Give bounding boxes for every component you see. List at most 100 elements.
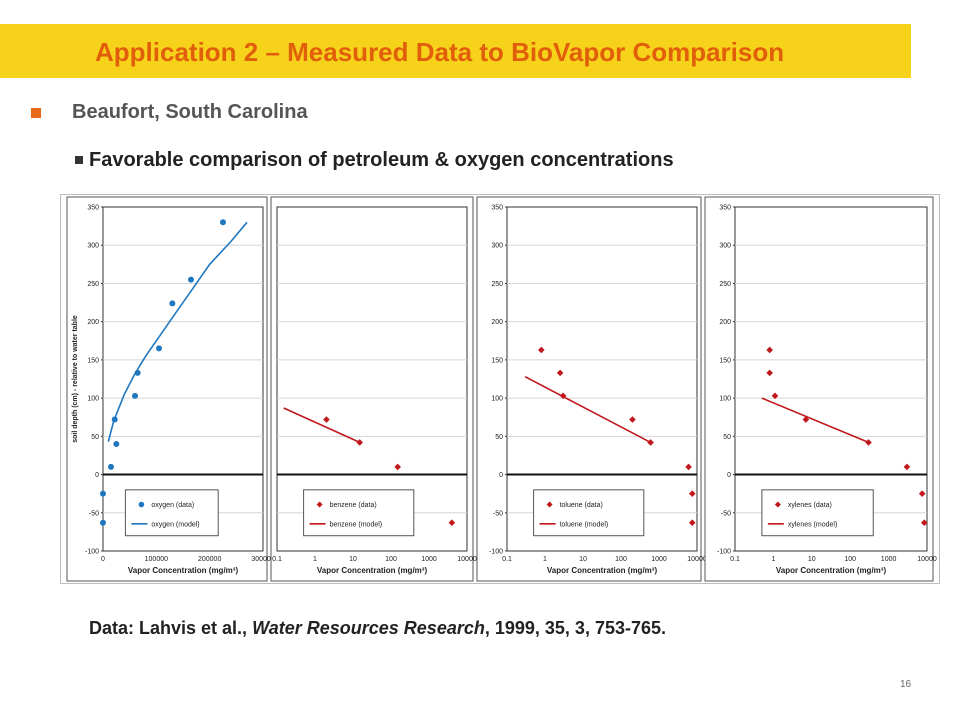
y-tick-label: 150 <box>719 357 731 364</box>
legend-data-label: xylenes (data) <box>788 502 832 509</box>
data-point <box>108 463 114 470</box>
bullet-comparison: Favorable comparison of petroleum & oxyg… <box>89 149 674 171</box>
y-tick-label: 200 <box>719 319 731 326</box>
model-line <box>283 407 361 444</box>
y-tick-label: -50 <box>89 510 99 517</box>
legend-model-label: xylenes (model) <box>788 521 837 528</box>
page-number: 16 <box>900 679 912 690</box>
bullet-marker <box>31 108 41 118</box>
y-tick-label: 300 <box>87 243 99 250</box>
legend-marker <box>546 501 553 508</box>
title-bar <box>0 24 911 78</box>
y-tick-label: 100 <box>719 396 731 403</box>
legend-model-label: oxygen (model) <box>151 521 199 528</box>
data-point <box>156 345 162 352</box>
model-line <box>107 221 248 442</box>
x-tick-label: 10 <box>349 556 357 563</box>
x-tick-label: 0.1 <box>272 556 282 563</box>
bullet-location: Beaufort, South Carolina <box>72 101 308 123</box>
data-point <box>169 300 176 307</box>
y-tick-label: 150 <box>491 357 503 364</box>
x-axis-label: Vapor Concentration (mg/m³) <box>317 566 428 575</box>
x-tick-label: 1 <box>771 556 775 563</box>
plot-area <box>102 206 264 552</box>
data-point <box>394 463 401 471</box>
legend-box <box>761 489 874 537</box>
charts-panel: -100 -50 0 50 100 150 200 250 300 350 0 100000 20000… <box>60 194 940 584</box>
x-tick-label: 10 <box>579 556 587 563</box>
data-point <box>188 276 194 283</box>
y-tick-label: 300 <box>719 243 731 250</box>
x-tick-label: 1000 <box>421 556 437 563</box>
y-tick-label: 0 <box>727 472 731 479</box>
x-tick-label: 0.1 <box>502 556 512 563</box>
chart-panel-2: 0.1 1 10 100 1000 10000 Vapor Concentration (m… <box>270 196 477 582</box>
x-axis-label: Vapor Concentration (mg/m³) <box>128 566 239 575</box>
x-axis-label: Vapor Concentration (mg/m³) <box>776 566 887 575</box>
y-tick-label: 200 <box>491 319 503 326</box>
legend-data-label: toluene (data) <box>560 502 603 509</box>
y-tick-label: 300 <box>491 243 503 250</box>
data-point <box>556 369 564 377</box>
data-point <box>865 439 872 446</box>
data-point <box>100 519 106 526</box>
x-tick-label: 0.1 <box>730 556 740 563</box>
data-point <box>100 490 106 497</box>
plot-area <box>506 206 698 552</box>
x-axis-label: Vapor Concentration (mg/m³) <box>547 566 658 575</box>
x-tick-label: 100 <box>615 556 627 563</box>
data-point <box>132 392 138 399</box>
x-tick-label: 10000 <box>457 556 477 563</box>
y-tick-label: 50 <box>91 434 99 441</box>
x-tick-label: 200000 <box>198 556 221 563</box>
legend-marker <box>138 501 145 508</box>
data-point <box>685 463 692 471</box>
chart-panel-4: -100 -50 0 50 100 150 200 250 300 350 0.1 1 10 100 100… <box>704 196 937 582</box>
slide-title: Application 2 – Measured Data to BioVapo… <box>95 37 785 67</box>
y-tick-label: 0 <box>499 472 503 479</box>
y-tick-label: -50 <box>493 510 503 517</box>
y-tick-label: 250 <box>87 281 99 288</box>
chart-panel-3: -100 -50 0 50 100 150 200 250 300 350 0.1 1 10 100 100… <box>476 196 707 582</box>
legend-marker <box>774 501 781 508</box>
sub-bullet-marker <box>75 156 83 164</box>
data-point <box>448 519 456 527</box>
x-tick-label: 100 <box>385 556 397 563</box>
model-line <box>524 375 651 444</box>
legend-data-label: oxygen (data) <box>151 502 194 509</box>
x-tick-label: 1000 <box>651 556 667 563</box>
data-point <box>538 346 545 354</box>
data-point <box>688 490 696 497</box>
y-tick-label: -50 <box>721 510 731 517</box>
y-tick-label: -100 <box>489 549 503 556</box>
data-point <box>688 519 696 527</box>
y-tick-label: 50 <box>495 434 503 441</box>
model-line <box>761 397 869 444</box>
legend-model-label: toluene (model) <box>560 521 609 528</box>
citation: Data: Lahvis et al., Water Resources Res… <box>89 618 666 639</box>
data-point <box>766 369 773 377</box>
chart-frame <box>476 196 702 582</box>
x-tick-label: 300000 <box>251 556 274 563</box>
y-tick-label: -100 <box>85 549 99 556</box>
legend-box <box>124 489 219 537</box>
citation-journal: Water Resources Research <box>252 618 485 638</box>
legend-box <box>533 489 645 537</box>
data-point <box>918 490 926 497</box>
data-point <box>629 416 636 423</box>
plot-area <box>276 206 468 552</box>
y-tick-label: 50 <box>723 434 731 441</box>
y-tick-label: 150 <box>87 357 99 364</box>
chart-panel-1: -100 -50 0 50 100 150 200 250 300 350 0 100000 20000… <box>66 196 275 582</box>
x-tick-label: 0 <box>101 556 105 563</box>
data-point <box>113 440 120 447</box>
y-tick-label: 200 <box>87 319 99 326</box>
data-point <box>323 416 330 423</box>
data-point <box>220 219 226 226</box>
data-point <box>771 392 779 400</box>
legend-model-label: benzene (model) <box>330 521 383 528</box>
x-tick-label: 1 <box>543 556 547 563</box>
citation-prefix: Data: Lahvis et al., <box>89 618 253 638</box>
x-tick-label: 10 <box>808 556 816 563</box>
